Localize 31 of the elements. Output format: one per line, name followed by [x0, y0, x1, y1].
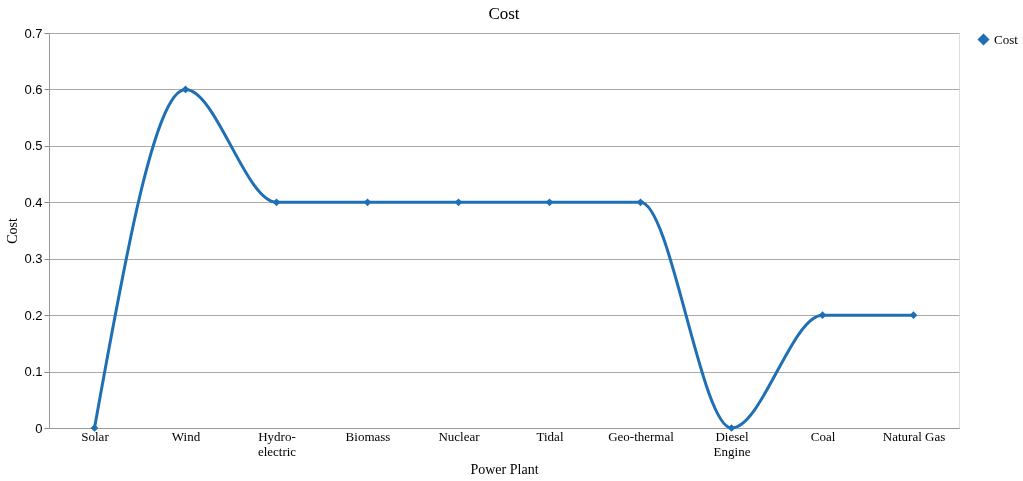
legend-label: Cost [994, 31, 1019, 47]
x-tick-label: Geo-thermal [608, 428, 675, 444]
point [545, 198, 554, 207]
point [454, 198, 463, 207]
point [272, 198, 281, 207]
y-tick-label: 0.7 [24, 25, 43, 41]
chart-title: Cost [488, 4, 520, 23]
x-tick-label: Solar [81, 428, 110, 444]
x-tick-label: Nuclear [438, 428, 481, 444]
y-tick-label: 0.6 [24, 81, 43, 97]
point [363, 198, 372, 207]
point [90, 424, 99, 432]
y-tick-label: 0.5 [24, 138, 43, 154]
x-tick-label: Biomass [345, 428, 391, 444]
point [909, 311, 918, 320]
x-tick-label: Diesel Engine [713, 428, 751, 459]
x-tick-label: Tidal [536, 428, 564, 444]
y-axis-title: Cost [5, 218, 21, 244]
x-tick-label: Hydro- electric [257, 428, 297, 459]
x-tick-label: Wind [171, 428, 201, 444]
y-tick-label: 0.2 [24, 307, 43, 323]
y-tick-label: 0 [35, 420, 43, 436]
y-tick-label: 0.1 [24, 364, 43, 380]
y-tick-label: 0.4 [24, 194, 43, 210]
x-axis-title: Power Plant [470, 461, 539, 477]
y-tick-label: 0.3 [24, 251, 43, 267]
point [727, 424, 736, 432]
x-tick-label: Natural Gas [882, 428, 946, 444]
x-tick-label: Coal [810, 428, 836, 444]
point [636, 198, 645, 207]
point [818, 311, 827, 320]
